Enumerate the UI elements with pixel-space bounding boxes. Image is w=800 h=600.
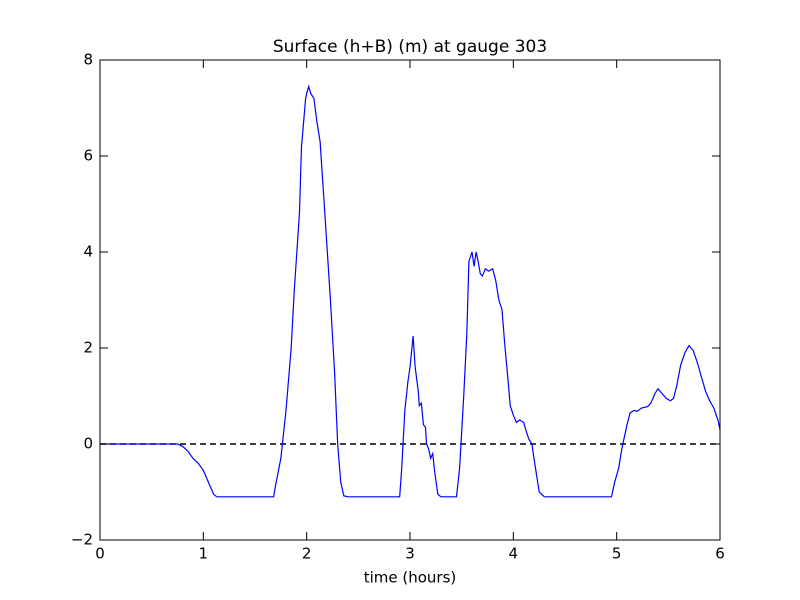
data-line [100, 84, 721, 498]
x-tick-label: 0 [95, 545, 105, 563]
y-tick-label: 2 [83, 339, 93, 357]
x-tick-label: 6 [715, 545, 725, 563]
chart-title: Surface (h+B) (m) at gauge 303 [273, 37, 547, 57]
x-axis-label: time (hours) [364, 569, 457, 587]
y-tick-label: 0 [83, 435, 93, 453]
x-tick-label: 4 [509, 545, 519, 563]
y-tick-label: −2 [71, 531, 93, 549]
y-tick-label: 4 [83, 243, 93, 261]
x-tick-label: 3 [405, 545, 415, 563]
y-tick-label: 6 [83, 147, 93, 165]
x-tick-label: 1 [199, 545, 209, 563]
x-tick-label: 5 [612, 545, 622, 563]
x-tick-label: 2 [302, 545, 312, 563]
y-tick-label: 8 [83, 51, 93, 69]
